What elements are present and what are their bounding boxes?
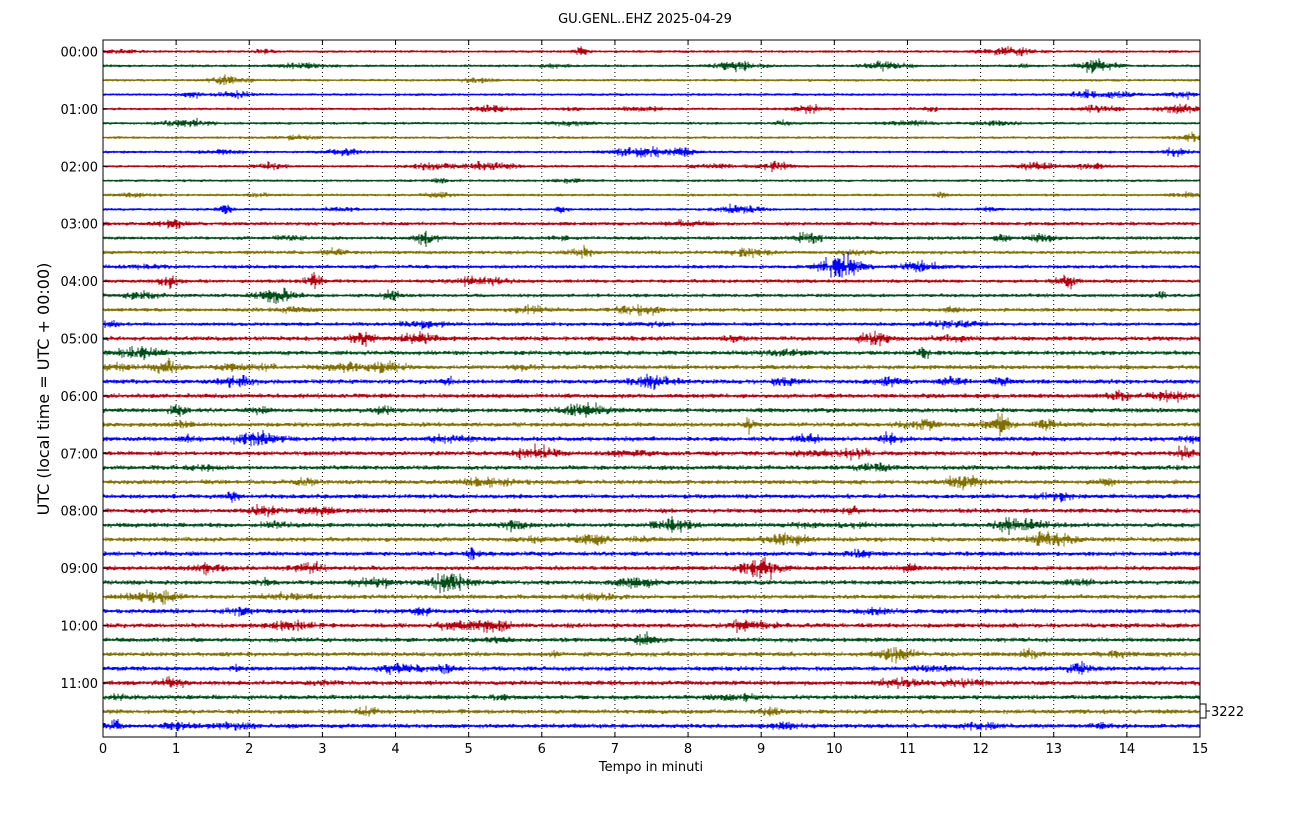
seismic-trace — [102, 475, 1201, 491]
x-tick-label: 15 — [1192, 742, 1209, 757]
y-tick-label: 03:00 — [61, 218, 98, 233]
y-tick-label: 09:00 — [61, 562, 98, 577]
y-tick-label: 04:00 — [61, 275, 98, 290]
x-tick-label: 10 — [826, 742, 843, 757]
x-tick-label: 1 — [172, 742, 180, 757]
y-tick-label: 00:00 — [61, 46, 98, 61]
x-axis-ticks: 0 1 2 3 4 5 6 7 8 9 10 11 12 13 14 15 — [99, 40, 1208, 757]
y-tick-label: 10:00 — [61, 620, 98, 635]
seismic-trace — [102, 606, 1201, 617]
x-axis-label: Tempo in minuti — [598, 760, 703, 775]
seismic-trace — [102, 430, 1201, 447]
seismic-trace — [102, 573, 1201, 594]
seismic-trace — [102, 230, 1201, 247]
seismic-trace — [102, 74, 1201, 86]
x-tick-label: 12 — [972, 742, 989, 757]
seismic-trace — [102, 504, 1201, 518]
seismic-trace — [102, 531, 1201, 547]
x-tick-label: 7 — [611, 742, 619, 757]
x-tick-label: 11 — [899, 742, 916, 757]
seismic-trace — [102, 89, 1201, 100]
y-tick-label: 01:00 — [61, 103, 98, 118]
y-tick-label: 02:00 — [61, 160, 98, 175]
x-tick-label: 4 — [391, 742, 399, 757]
chart-title: GU.GENL..EHZ 2025-04-29 — [558, 12, 732, 27]
seismic-trace — [102, 373, 1201, 390]
x-tick-label: 3 — [318, 742, 326, 757]
seismic-trace — [102, 661, 1201, 675]
seismic-trace — [102, 413, 1201, 437]
seismic-traces — [102, 46, 1201, 732]
seismic-trace — [102, 547, 1201, 561]
x-tick-label: 13 — [1045, 742, 1062, 757]
seismic-trace — [102, 251, 1201, 278]
y-tick-label: 07:00 — [61, 447, 98, 462]
seismic-trace — [102, 304, 1201, 316]
x-tick-label: 0 — [99, 742, 107, 757]
x-tick-label: 9 — [757, 742, 765, 757]
x-tick-label: 2 — [245, 742, 253, 757]
seismic-trace — [102, 443, 1201, 461]
seismic-trace — [102, 46, 1201, 57]
seismic-trace — [102, 719, 1201, 732]
y-tick-label: 06:00 — [61, 390, 98, 405]
seismic-trace — [102, 676, 1201, 689]
seismic-trace — [102, 320, 1201, 330]
scale-bar: 3222 — [1199, 703, 1244, 720]
x-tick-label: 14 — [1119, 742, 1136, 757]
seismic-trace — [102, 357, 1201, 374]
y-tick-label: 08:00 — [61, 505, 98, 520]
seismic-trace — [102, 705, 1201, 717]
y-tick-label: 05:00 — [61, 333, 98, 348]
seismic-trace — [102, 619, 1201, 633]
seismic-trace — [102, 191, 1201, 199]
seismic-trace — [102, 160, 1201, 173]
seismic-trace — [102, 389, 1201, 403]
y-tick-label: 11:00 — [61, 677, 98, 692]
x-tick-label: 6 — [538, 742, 546, 757]
seismic-trace — [102, 103, 1201, 114]
seismic-trace — [102, 631, 1201, 646]
y-axis-label: UTC (local time = UTC + 00:00) — [34, 263, 53, 516]
seismic-trace — [102, 491, 1201, 503]
seismic-trace — [102, 556, 1201, 580]
seismic-trace — [102, 177, 1201, 184]
seismic-trace — [102, 218, 1201, 229]
seismic-trace — [102, 330, 1201, 347]
seismic-trace — [102, 516, 1201, 535]
seismic-trace — [102, 58, 1201, 74]
grid-lines — [175, 40, 1128, 737]
seismic-trace — [102, 589, 1201, 605]
seismic-trace — [102, 346, 1201, 361]
seismic-trace — [102, 402, 1201, 418]
seismic-trace — [102, 692, 1201, 703]
seismic-trace — [102, 287, 1201, 304]
x-tick-label: 8 — [684, 742, 692, 757]
seismic-trace — [102, 245, 1201, 259]
seismic-trace — [102, 203, 1201, 214]
y-axis-ticks: 00:00 01:00 02:00 03:00 04:00 05:00 06:00 07:00… — [61, 46, 108, 692]
seismic-trace — [102, 272, 1201, 290]
scale-label: 3222 — [1211, 705, 1244, 720]
x-tick-label: 5 — [465, 742, 473, 757]
seismic-trace — [102, 146, 1201, 158]
seismic-trace — [102, 647, 1201, 664]
seismic-trace — [102, 117, 1201, 128]
seismic-trace — [102, 462, 1201, 472]
seismic-trace — [102, 131, 1201, 143]
plot-frame — [102, 39, 1201, 738]
